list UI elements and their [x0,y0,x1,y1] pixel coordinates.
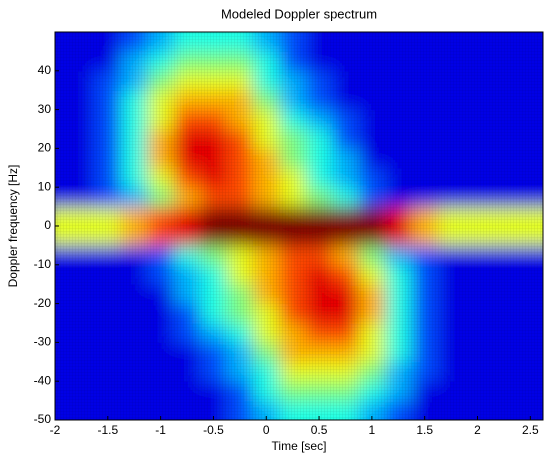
y-tick-label: -20 [34,296,52,310]
y-tick-label: -30 [34,335,52,349]
x-tick-label: -2 [50,423,61,437]
chart-title: Modeled Doppler spectrum [221,6,377,21]
y-tick-label: -50 [34,412,52,426]
y-tick-label: 30 [38,102,52,116]
x-tick-label: 1 [369,423,376,437]
y-tick-label: 10 [38,179,52,193]
y-axis-label: Doppler frequency [Hz] [6,165,20,288]
x-tick-label: 0 [263,423,270,437]
plot-area [55,32,543,420]
x-tick-label: -0.5 [203,423,224,437]
x-tick-label: 0.5 [311,423,328,437]
y-tick-label: 40 [38,63,52,77]
mesh-overlay [55,32,543,420]
x-tick-label: -1 [155,423,166,437]
x-tick-label: 2.5 [522,423,539,437]
y-tick-label: -10 [34,257,52,271]
y-tick-label: -40 [34,373,52,387]
y-tick-label: 20 [38,141,52,155]
x-tick-label: -1.5 [97,423,118,437]
y-tick-label: 0 [44,218,51,232]
x-tick-label: 1.5 [416,423,433,437]
x-axis-label: Time [sec] [272,439,327,453]
x-tick-label: 2 [474,423,481,437]
